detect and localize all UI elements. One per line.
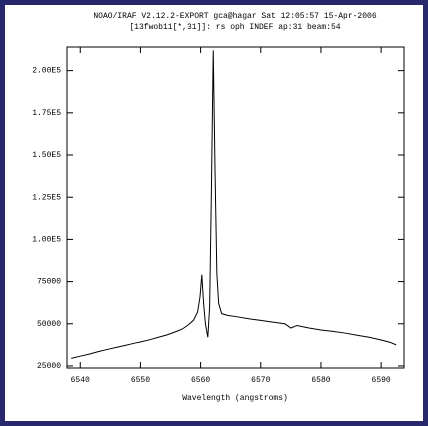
x-tick-label: 6560 [191, 376, 210, 385]
x-tick-label: 6580 [311, 376, 330, 385]
y-tick-label: 75000 [37, 278, 61, 287]
y-tick-label: 1.75E5 [32, 109, 61, 118]
x-axis-label: Wavelength (angstroms) [182, 394, 288, 403]
y-tick-label: 50000 [37, 320, 61, 329]
plot-frame [66, 46, 405, 369]
chart-subtitle: [13fwob11[*,31]]: rs oph INDEF ap:31 bea… [129, 23, 340, 32]
x-tick-label: 6590 [372, 376, 391, 385]
y-tick-label: 25000 [37, 362, 61, 371]
spectrum-line [71, 50, 397, 359]
y-tick-label: 1.50E5 [32, 151, 61, 160]
chart-title: NOAO/IRAF V2.12.2-EXPORT gca@hagar Sat 1… [93, 12, 376, 21]
y-tick-label: 2.00E5 [32, 67, 61, 76]
x-tick-label: 6550 [131, 376, 150, 385]
window-canvas [5, 5, 423, 421]
x-tick-label: 6540 [71, 376, 90, 385]
y-tick-label: 1.00E5 [32, 236, 61, 245]
y-tick-label: 1.25E5 [32, 193, 61, 202]
x-tick-label: 6570 [251, 376, 270, 385]
